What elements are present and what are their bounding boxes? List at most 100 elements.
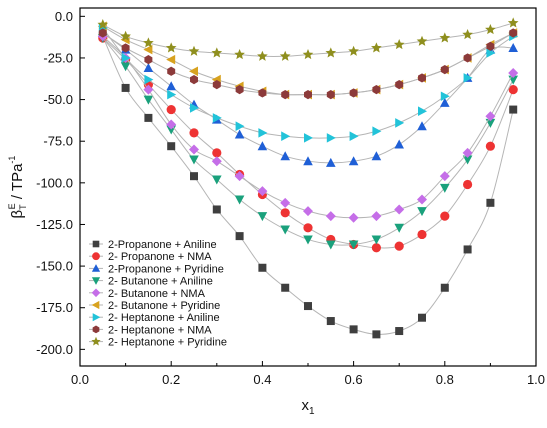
data-point [463,179,473,190]
data-point [144,74,154,85]
data-point [440,97,450,107]
series-line [102,35,514,219]
legend-label: 2- Butanone + Pyridine [108,300,220,312]
x-tick-label: 1.0 [527,372,545,387]
data-point [189,155,199,165]
series-layer [97,17,519,339]
data-point [281,283,290,292]
data-point [281,89,290,100]
data-point [235,232,244,241]
data-point [394,204,405,215]
data-point [440,91,450,102]
data-point [326,157,336,167]
data-point [304,133,313,143]
data-point [165,42,177,53]
data-point [349,131,359,142]
legend-marker [91,277,101,285]
data-point [303,156,313,166]
y-axis-label-unit: / TPa [9,163,26,203]
data-point [463,245,472,254]
data-point [167,142,176,151]
x-tick-label: 0.8 [436,372,454,387]
data-point [349,325,358,334]
legend-marker [92,313,101,322]
data-point [121,53,131,63]
data-point [440,183,450,193]
data-point [326,89,335,100]
x-tick-label: 0.2 [162,372,180,387]
y-axis-ticks: 0.0 -25.0 -50.0 -75.0 -100.0 -125.0 -150.0 -175… [36,9,85,357]
series-7 [98,28,518,100]
data-point [167,89,177,100]
y-tick-label: -125.0 [36,217,73,232]
y-tick-label: -150.0 [36,259,73,274]
data-point [167,66,176,76]
data-point [190,172,198,181]
legend-marker [91,300,100,310]
data-point [486,198,495,207]
legend-marker [91,336,101,346]
data-point [235,84,244,95]
data-point [211,47,223,58]
data-point [463,53,472,63]
data-point [189,144,199,155]
legend-label: 2- Heptanone + Aniline [108,312,220,324]
data-point [97,19,109,30]
y-axis-label-main: β [9,209,26,218]
data-point [190,103,199,113]
data-point [485,141,495,151]
legend-label: 2- Butanone + NMA [108,288,206,300]
data-point [486,41,495,51]
data-point [144,55,153,65]
data-point [509,105,518,114]
data-point [326,317,335,326]
data-point [395,118,405,128]
y-tick-label: -75.0 [43,134,73,149]
legend-label: 2-Propanone + Pyridine [108,263,224,275]
data-point [212,80,221,90]
data-point [418,106,427,117]
data-point [98,28,107,38]
data-point [143,62,154,72]
data-point [440,283,449,292]
x-tick-label: 0.4 [253,372,271,387]
y-axis-label-unit-sup: -1 [7,156,17,164]
data-point [212,113,222,123]
data-point [394,241,404,251]
legend-label: 2-Propanone + Aniline [108,239,217,251]
x-axis-label-sub: 1 [309,406,315,417]
data-point [417,121,427,131]
legend-marker [91,264,101,272]
data-point [463,73,473,83]
data-point [462,155,473,165]
x-tick-label: 0.0 [71,372,89,387]
data-point [303,235,313,245]
data-point [393,39,405,50]
data-point [417,207,427,217]
data-point [325,47,337,58]
data-point [257,50,268,61]
y-tick-label: -25.0 [43,50,73,65]
data-point [235,121,245,132]
data-point [280,208,290,218]
legend-label: 2- Butanone + Aniline [108,276,213,288]
data-point [303,223,313,233]
data-point [372,126,382,137]
data-point [371,211,382,222]
data-point [166,104,176,115]
data-point [439,32,451,43]
data-point [120,30,131,41]
data-point [258,88,267,98]
data-point [212,205,221,214]
data-point [257,186,268,197]
data-point [348,212,359,223]
series-1 [98,33,518,253]
y-tick-label: -50.0 [43,92,73,107]
data-point [417,229,427,240]
data-point [166,81,176,91]
data-point [121,43,130,53]
data-point [394,139,404,149]
data-point [304,302,312,311]
